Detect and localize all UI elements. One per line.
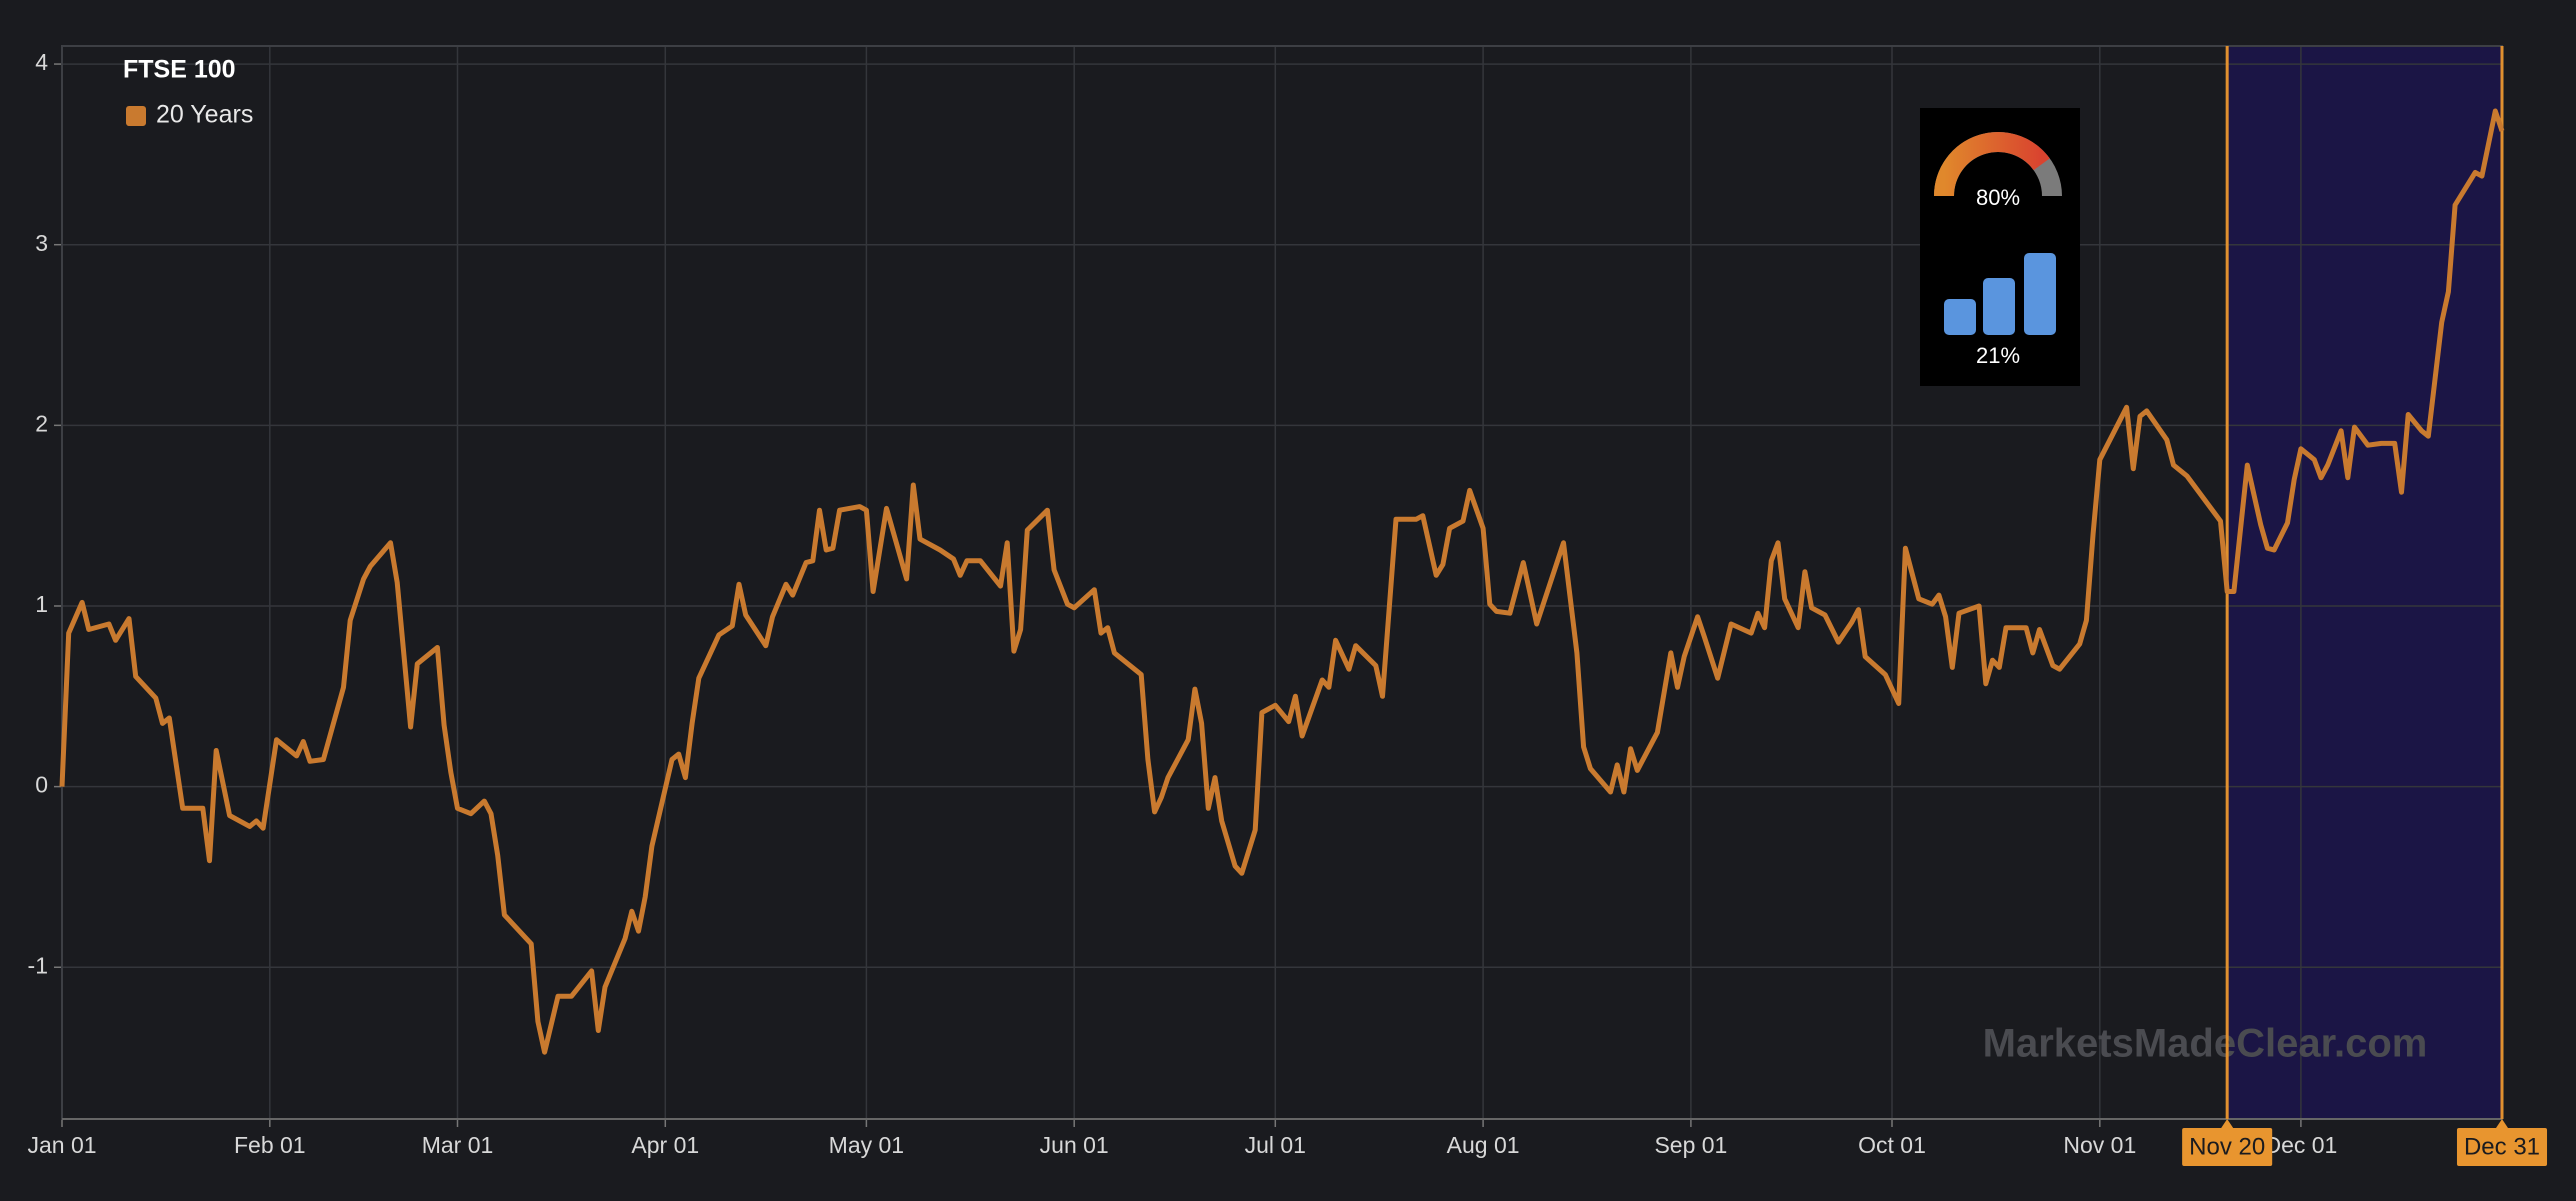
x-tick-label: Nov 01 xyxy=(2063,1132,2136,1158)
y-tick-label: 4 xyxy=(35,49,48,75)
highlight-band xyxy=(2227,46,2502,1119)
highlight-marker xyxy=(2221,1119,2234,1128)
widget-bar-icon xyxy=(1944,299,1976,335)
legend-label: 20 Years xyxy=(156,101,253,129)
series-line xyxy=(59,108,2505,1055)
highlight-marker xyxy=(2496,1119,2508,1128)
legend-swatch xyxy=(126,106,146,126)
x-tick-label: Aug 01 xyxy=(1447,1132,1520,1158)
highlight-label-text: Dec 31 xyxy=(2464,1133,2540,1160)
x-tick-label: Jun 01 xyxy=(1040,1132,1109,1158)
x-tick-label: Oct 01 xyxy=(1858,1132,1926,1158)
gauge-label: 80% xyxy=(1976,185,2020,210)
watermark: MarketsMadeClear.com xyxy=(1983,1022,2428,1066)
highlight-label: Nov 20 xyxy=(2182,1119,2273,1166)
gauge-value xyxy=(1934,132,2050,197)
x-tick-label: Jan 01 xyxy=(27,1132,96,1158)
highlight-label-box xyxy=(2456,1128,2548,1166)
x-tick-label: Feb 01 xyxy=(234,1132,306,1158)
widget-box xyxy=(1920,108,2080,386)
widget-bar-icon xyxy=(1983,278,2015,335)
legend-title: FTSE 100 xyxy=(123,56,236,84)
bars-label: 21% xyxy=(1976,343,2020,368)
highlight-label-text: Nov 20 xyxy=(2189,1133,2265,1160)
y-tick-label: -1 xyxy=(28,952,48,978)
x-tick-label: Sep 01 xyxy=(1654,1132,1727,1158)
x-tick-label: Mar 01 xyxy=(422,1132,494,1158)
highlight-label: Dec 31 xyxy=(2456,1119,2548,1166)
y-tick-label: 1 xyxy=(35,591,48,617)
widget-bar-icon xyxy=(2024,253,2056,335)
y-tick-label: 0 xyxy=(35,772,48,798)
y-tick-label: 3 xyxy=(35,230,48,256)
y-tick-label: 2 xyxy=(35,410,48,436)
x-tick-label: Dec 01 xyxy=(2264,1132,2337,1158)
x-tick-label: Apr 01 xyxy=(631,1132,699,1158)
x-tick-label: Jul 01 xyxy=(1245,1132,1306,1158)
highlight-label-box xyxy=(2182,1128,2273,1166)
x-tick-label: May 01 xyxy=(829,1132,904,1158)
